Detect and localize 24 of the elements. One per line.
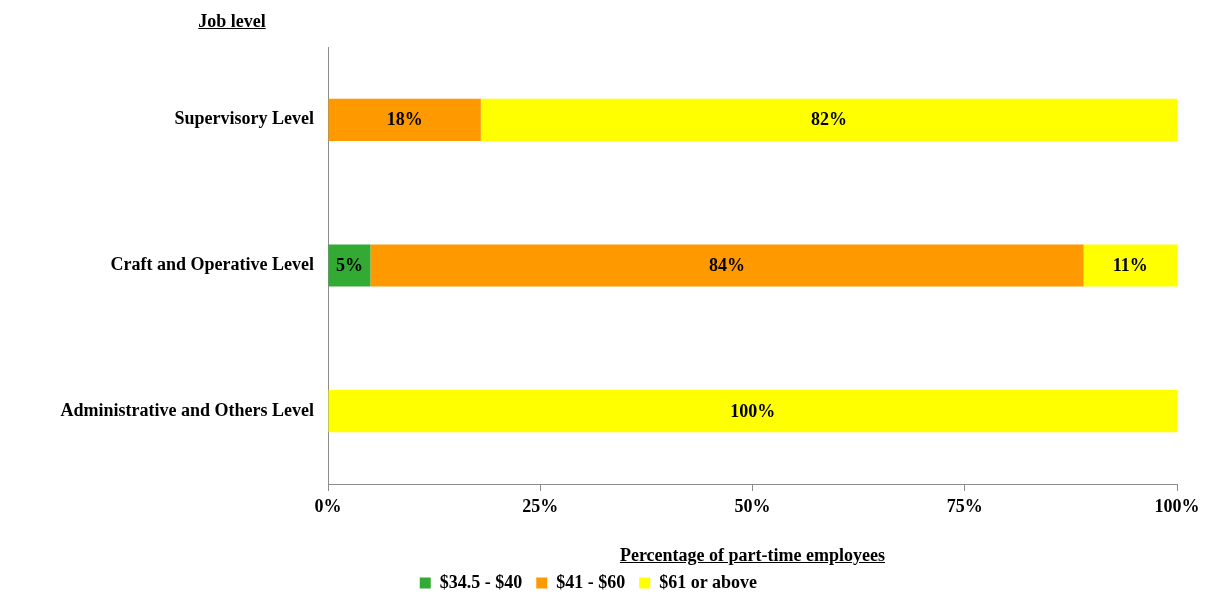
bar (1083, 244, 1177, 287)
bar (328, 98, 481, 141)
bar (370, 244, 1084, 287)
data-label: 100% (730, 400, 776, 421)
x-tick-label: 50% (734, 496, 771, 517)
y-tick-label: Supervisory Level (174, 108, 314, 129)
y-tick-label: Craft and Operative Level (110, 254, 314, 275)
x-tick-label: 75% (946, 496, 983, 517)
data-label: 84% (709, 255, 746, 276)
x-tick-label: 25% (522, 496, 559, 517)
legend-label: $61 or above (659, 571, 757, 592)
y-tick-label: Administrative and Others Level (60, 399, 314, 420)
data-label: 11% (1112, 255, 1148, 276)
bar (328, 390, 1177, 433)
legend-label: $41 - $60 (556, 571, 626, 592)
y-axis-title: Job level (198, 11, 266, 31)
x-axis-title: Percentage of part-time employees (619, 545, 886, 565)
x-tick-label: 0% (314, 496, 342, 517)
x-tick-label: 100% (1154, 496, 1200, 517)
data-label: 5% (335, 255, 363, 276)
bar (480, 98, 1177, 141)
data-label: 18% (386, 109, 423, 130)
legend-label: $34.5 - $40 (439, 571, 523, 592)
data-label: 82% (810, 109, 847, 130)
